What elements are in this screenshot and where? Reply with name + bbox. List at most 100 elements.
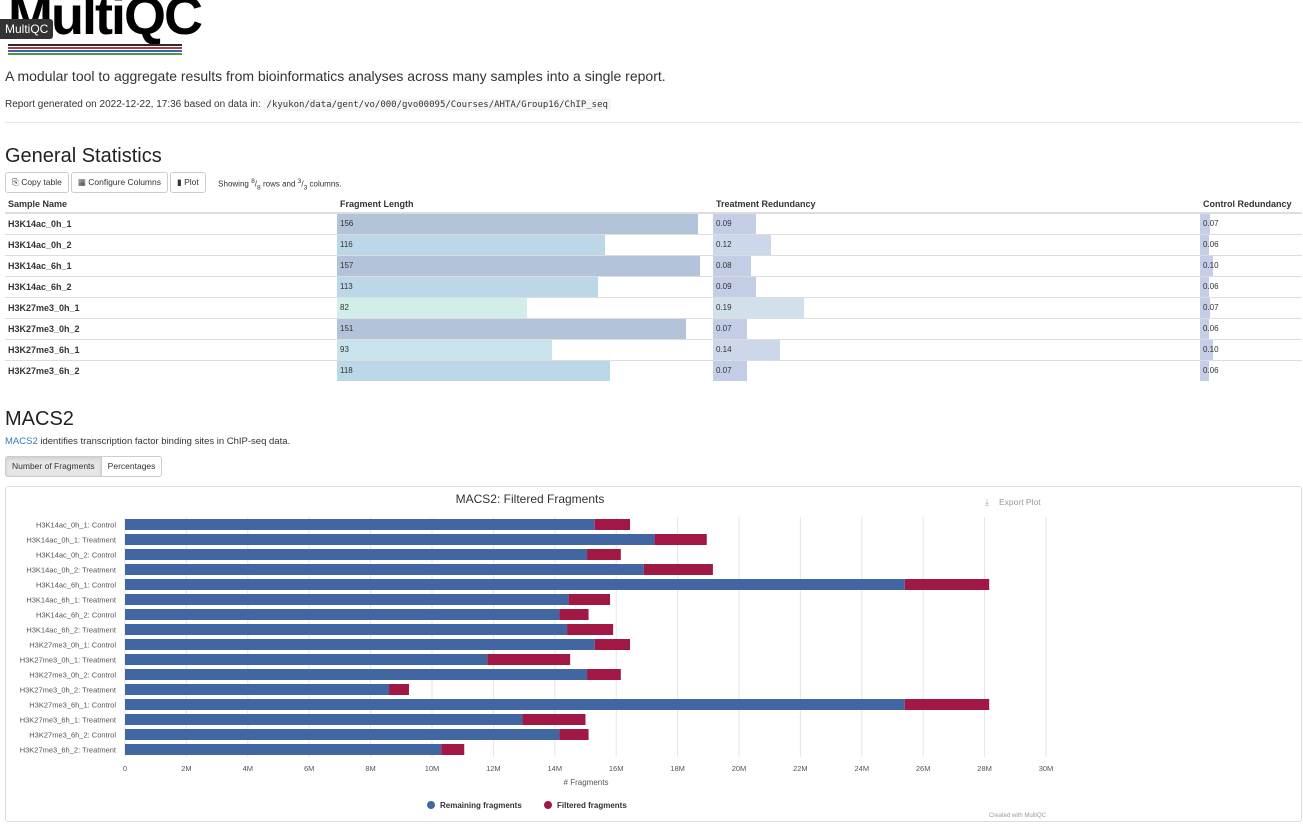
bar-wrapper: 0.06 bbox=[1200, 361, 1302, 381]
sample-name-cell: H3K27me3_6h_2 bbox=[5, 360, 337, 381]
x-tick-label: 30M bbox=[1039, 764, 1054, 773]
filtered-fragments-bar bbox=[587, 669, 621, 680]
legend-marker-filtered bbox=[544, 801, 552, 809]
cell-value: 156 bbox=[340, 219, 354, 228]
x-tick-label: 0 bbox=[123, 764, 127, 773]
y-category-label: H3K27me3_6h_2: Control bbox=[29, 731, 116, 740]
col-control-redundancy[interactable]: Control Redundancy bbox=[1200, 195, 1302, 214]
multiqc-badge[interactable]: MultiQC bbox=[0, 19, 54, 39]
value-bar bbox=[337, 214, 698, 234]
treatment-redundancy-cell: 0.09 bbox=[713, 276, 1200, 298]
value-bar bbox=[713, 235, 771, 255]
filtered-fragments-bar bbox=[594, 519, 631, 530]
copy-icon: ⎘ bbox=[12, 177, 19, 187]
cell-value: 93 bbox=[340, 345, 349, 354]
plot-button[interactable]: ▮ Plot bbox=[170, 172, 206, 193]
bar-wrapper: 156 bbox=[337, 214, 713, 234]
filtered-fragments-bar bbox=[559, 609, 589, 620]
fragment-length-cell: 93 bbox=[337, 339, 713, 361]
value-bar bbox=[337, 277, 599, 297]
treatment-redundancy-cell: 0.08 bbox=[713, 255, 1200, 277]
generated-text: Report generated on 2022-12-22, 17:36 ba… bbox=[5, 99, 261, 110]
export-plot-button[interactable]: Export Plot bbox=[999, 497, 1041, 507]
macs2-title: MACS2 bbox=[5, 408, 74, 430]
bar-wrapper: 0.06 bbox=[1200, 277, 1302, 297]
control-redundancy-cell: 0.06 bbox=[1200, 360, 1302, 381]
filtered-fragments-bar bbox=[587, 549, 621, 560]
legend-label-remaining[interactable]: Remaining fragments bbox=[440, 801, 522, 810]
bar-wrapper: 0.09 bbox=[713, 277, 1200, 297]
bar-wrapper: 0.07 bbox=[1200, 214, 1302, 234]
filtered-fragments-bar bbox=[654, 534, 707, 545]
copy-table-button[interactable]: ⎘ Copy table bbox=[5, 172, 69, 193]
cell-value: 0.07 bbox=[1203, 303, 1219, 312]
sample-name-cell: H3K27me3_0h_2 bbox=[5, 318, 337, 340]
bar-wrapper: 82 bbox=[337, 298, 713, 318]
control-redundancy-cell: 0.10 bbox=[1200, 255, 1302, 277]
x-axis-label: # Fragments bbox=[564, 778, 609, 787]
remaining-fragments-bar bbox=[125, 684, 390, 695]
bar-wrapper: 0.19 bbox=[713, 298, 1200, 318]
treatment-redundancy-cell: 0.07 bbox=[713, 318, 1200, 340]
table-header-row: Sample Name Fragment Length Treatment Re… bbox=[5, 195, 1302, 214]
x-tick-label: 12M bbox=[486, 764, 501, 773]
sample-name-cell: H3K27me3_6h_1 bbox=[5, 339, 337, 361]
general-stats-table: Sample Name Fragment Length Treatment Re… bbox=[5, 195, 1302, 381]
y-category-label: H3K27me3_6h_1: Control bbox=[29, 701, 116, 710]
y-category-label: H3K27me3_0h_2: Control bbox=[29, 671, 116, 680]
control-redundancy-cell: 0.06 bbox=[1200, 318, 1302, 340]
showing-suffix: columns. bbox=[307, 179, 342, 189]
number-of-fragments-button[interactable]: Number of Fragments bbox=[5, 456, 102, 477]
percentages-button[interactable]: Percentages bbox=[101, 456, 163, 477]
bar-wrapper: 113 bbox=[337, 277, 713, 297]
filtered-fragments-bar bbox=[441, 744, 465, 755]
sample-name-cell: H3K14ac_0h_2 bbox=[5, 234, 337, 256]
table-row: H3K27me3_6h_2 118 0.07 0.06 bbox=[5, 360, 1302, 381]
remaining-fragments-bar bbox=[125, 594, 569, 605]
cell-value: 118 bbox=[340, 366, 353, 375]
general-stats-title: General Statistics bbox=[5, 145, 162, 167]
y-category-label: H3K14ac_6h_2: Treatment bbox=[26, 626, 117, 635]
macs2-link[interactable]: MACS2 bbox=[5, 436, 38, 447]
remaining-fragments-bar bbox=[125, 729, 560, 740]
value-bar bbox=[337, 319, 687, 339]
configure-columns-button[interactable]: ▦ Configure Columns bbox=[70, 172, 168, 193]
legend-label-filtered[interactable]: Filtered fragments bbox=[557, 801, 627, 810]
col-treatment-redundancy[interactable]: Treatment Redundancy bbox=[713, 195, 1200, 214]
value-bar bbox=[337, 298, 527, 318]
cell-value: 0.06 bbox=[1203, 366, 1219, 375]
fragment-length-cell: 113 bbox=[337, 276, 713, 298]
bar-wrapper: 0.06 bbox=[1200, 319, 1302, 339]
treatment-redundancy-cell: 0.12 bbox=[713, 234, 1200, 256]
x-tick-label: 4M bbox=[243, 764, 253, 773]
showing-mid: rows and bbox=[260, 179, 298, 189]
cell-value: 82 bbox=[340, 303, 349, 312]
bar-wrapper: 0.10 bbox=[1200, 256, 1302, 276]
value-bar bbox=[337, 235, 606, 255]
filtered-fragments-bar bbox=[487, 654, 571, 665]
showing-rows-text: Showing 8/8 rows and 3/3 columns. bbox=[218, 178, 342, 192]
cell-value: 0.06 bbox=[1203, 282, 1219, 291]
cell-value: 0.09 bbox=[716, 282, 732, 291]
remaining-fragments-bar bbox=[125, 654, 488, 665]
y-category-label: H3K14ac_0h_1: Treatment bbox=[26, 536, 117, 545]
y-category-label: H3K27me3_0h_1: Control bbox=[29, 641, 116, 650]
bar-wrapper: 0.14 bbox=[713, 340, 1200, 360]
cell-value: 157 bbox=[340, 261, 354, 270]
x-tick-label: 22M bbox=[793, 764, 808, 773]
x-tick-label: 2M bbox=[181, 764, 191, 773]
value-bar bbox=[337, 340, 553, 360]
logo-stripes bbox=[8, 44, 182, 56]
table-row: H3K14ac_6h_2 113 0.09 0.06 bbox=[5, 276, 1302, 298]
cell-value: 0.06 bbox=[1203, 324, 1219, 333]
col-sample-name[interactable]: Sample Name bbox=[5, 195, 337, 214]
cell-value: 0.07 bbox=[1203, 219, 1219, 228]
bar-wrapper: 93 bbox=[337, 340, 713, 360]
filtered-fragments-bar bbox=[567, 624, 614, 635]
x-tick-label: 26M bbox=[916, 764, 931, 773]
created-with-credit: Created with MultiQC bbox=[989, 813, 1047, 819]
legend-marker-remaining bbox=[427, 801, 435, 809]
col-fragment-length[interactable]: Fragment Length bbox=[337, 195, 713, 214]
x-tick-label: 28M bbox=[977, 764, 992, 773]
value-bar bbox=[713, 298, 805, 318]
